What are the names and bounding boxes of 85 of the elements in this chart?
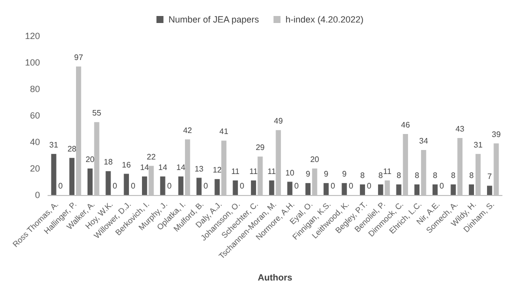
bar — [178, 176, 184, 195]
data-label: 9 — [306, 170, 311, 179]
data-label: 0 — [203, 182, 208, 190]
data-label: 97 — [74, 52, 84, 62]
data-label: 31 — [474, 140, 484, 150]
data-label: 43 — [455, 124, 465, 134]
bar — [287, 182, 292, 195]
data-label: 9 — [342, 170, 348, 179]
data-label: 0 — [240, 182, 245, 190]
data-label: 28 — [67, 144, 77, 154]
data-label: 10 — [285, 168, 295, 178]
data-label: 20 — [310, 155, 320, 164]
data-label: 13 — [194, 164, 204, 174]
bar — [214, 179, 220, 195]
data-label: 39 — [492, 130, 502, 139]
y-tick-label: 20 — [30, 164, 40, 174]
data-label: 16 — [122, 160, 132, 170]
y-tick-label: 40 — [30, 137, 40, 147]
y-tick-label: 60 — [30, 110, 40, 120]
y-tick-label: 0 — [34, 190, 40, 200]
bar — [360, 184, 366, 195]
bar — [468, 184, 474, 195]
legend-label: Number of JEA papers — [168, 14, 260, 24]
bar — [88, 168, 93, 195]
bar — [305, 183, 311, 195]
data-label: 22 — [146, 152, 156, 162]
bar — [342, 183, 347, 195]
data-label: 18 — [104, 158, 114, 167]
data-label: 42 — [183, 126, 193, 135]
data-label: 0 — [440, 182, 445, 190]
data-label: 8 — [396, 170, 402, 180]
data-label: 11 — [231, 166, 240, 176]
data-label: 8 — [360, 170, 366, 180]
data-label: 8 — [451, 170, 456, 180]
bar — [396, 184, 402, 195]
data-label: 31 — [49, 140, 59, 150]
bar — [232, 180, 238, 195]
data-label: 14 — [176, 162, 186, 172]
data-label: 49 — [274, 116, 284, 126]
x-axis-title: Authors — [258, 272, 292, 282]
data-label: 12 — [212, 166, 222, 175]
data-label: 11 — [249, 166, 258, 176]
data-label: 0 — [330, 182, 336, 190]
data-label: 29 — [256, 143, 266, 152]
data-label: 0 — [130, 182, 136, 190]
data-label: 14 — [140, 162, 150, 172]
bar — [450, 184, 456, 195]
data-label: 8 — [432, 170, 438, 180]
bar — [196, 178, 202, 195]
data-label: 11 — [383, 166, 392, 176]
bar — [414, 184, 420, 195]
bar — [487, 186, 492, 195]
bar — [432, 184, 438, 195]
bar — [69, 158, 74, 195]
data-label: 14 — [158, 162, 168, 172]
data-label: 55 — [92, 108, 102, 118]
data-label: 0 — [348, 182, 354, 190]
bar — [378, 184, 384, 195]
y-tick-label: 120 — [24, 31, 40, 41]
bar — [142, 176, 148, 195]
data-label: 8 — [469, 170, 474, 180]
data-label: 7 — [487, 172, 492, 182]
bar — [250, 180, 256, 195]
bar — [269, 180, 274, 195]
data-label: 9 — [324, 170, 329, 179]
data-label: 0 — [167, 182, 172, 190]
legend-label: h-index (4.20.2022) — [285, 14, 364, 24]
bar — [160, 176, 166, 195]
y-tick-label: 80 — [30, 84, 40, 94]
data-label: 0 — [366, 182, 372, 190]
data-label: 34 — [419, 136, 429, 146]
bar — [124, 174, 129, 195]
data-label: 20 — [86, 155, 96, 164]
y-tick-label: 100 — [24, 58, 40, 68]
data-label: 46 — [401, 120, 410, 130]
bar — [51, 154, 56, 195]
bar — [106, 171, 111, 195]
data-label: 41 — [219, 127, 229, 136]
bar — [324, 183, 329, 195]
data-label: 0 — [294, 182, 300, 190]
data-label: 0 — [58, 182, 64, 190]
data-label: 8 — [414, 170, 420, 180]
data-label: 11 — [268, 166, 276, 176]
data-label: 8 — [378, 170, 384, 180]
data-label: 0 — [112, 182, 118, 190]
